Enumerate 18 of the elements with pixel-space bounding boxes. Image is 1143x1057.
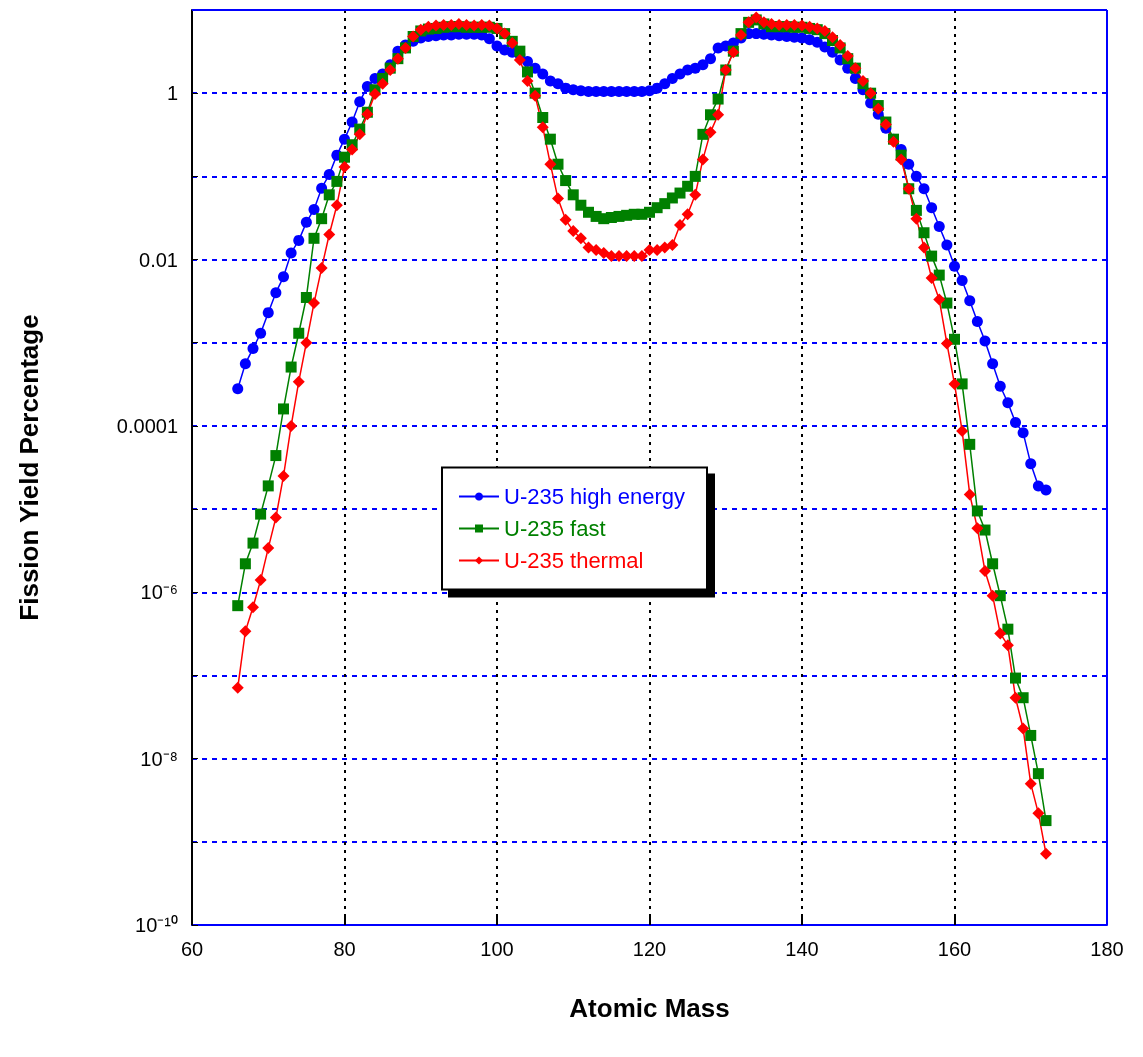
y-tick-label: 1 bbox=[166, 82, 178, 105]
x-tick-label: 120 bbox=[632, 938, 667, 960]
y-tick-label: 10⁻⁸ bbox=[140, 747, 178, 770]
legend-label: U-235 thermal bbox=[504, 548, 644, 573]
y-tick-label: 0.0001 bbox=[116, 414, 178, 437]
x-tick-label: 140 bbox=[785, 938, 819, 960]
x-tick-label: 80 bbox=[333, 938, 356, 960]
x-tick-label: 100 bbox=[480, 938, 514, 960]
y-tick-label: 0.01 bbox=[139, 248, 178, 271]
legend-label: U-235 fast bbox=[504, 516, 606, 541]
x-axis-title: Atomic Mass bbox=[569, 993, 730, 1023]
x-tick-label: 160 bbox=[937, 938, 972, 960]
legend-label: U-235 high energy bbox=[504, 484, 686, 509]
y-tick-label: 10⁻⁶ bbox=[140, 581, 178, 604]
y-tick-label: 10⁻¹⁰ bbox=[135, 914, 178, 936]
y-axis-title: Fission Yield Percentage bbox=[14, 314, 44, 621]
x-tick-label: 180 bbox=[1090, 938, 1124, 960]
x-tick-label: 60 bbox=[180, 938, 204, 960]
